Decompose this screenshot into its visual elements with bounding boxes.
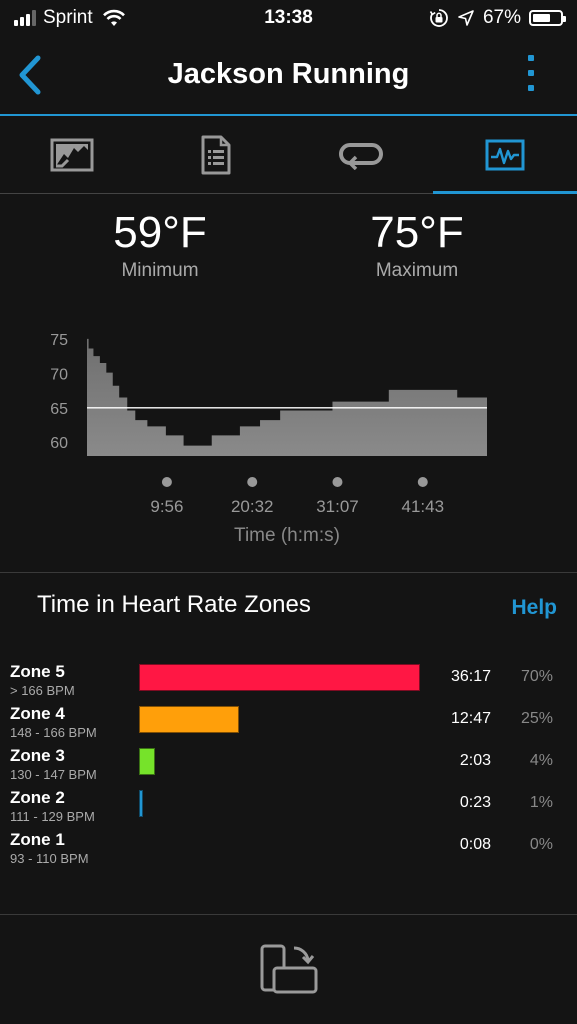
zone-bar xyxy=(139,706,239,733)
zone-bpm-range: > 166 BPM xyxy=(10,683,75,698)
min-temperature-label: Minimum xyxy=(121,260,199,281)
status-right: 67% xyxy=(429,7,566,29)
x-tick-dot xyxy=(332,477,343,487)
x-tick-dot xyxy=(247,477,258,487)
zone-percent: 1% xyxy=(529,794,553,811)
activity-chart-icon xyxy=(485,139,525,170)
repeat-laps-icon xyxy=(338,142,383,170)
y-tick-label: 75 xyxy=(50,332,68,349)
zone-name: Zone 3 xyxy=(10,746,65,765)
temperature-minimum: 59°F Minimum xyxy=(60,208,260,282)
zone-bpm-range: 130 - 147 BPM xyxy=(10,767,97,782)
zone-name: Zone 4 xyxy=(10,704,65,723)
temperature-chart: 75 70 65 60 9:56 20:32 31:07 41:43 Time (h:m:s) xyxy=(50,332,487,546)
zone-row: Zone 5 > 166 BPM 36:17 70% xyxy=(0,662,577,704)
zone-time: 0:08 xyxy=(459,836,491,853)
zone-row: Zone 3 130 - 147 BPM 2:03 4% xyxy=(0,746,577,788)
zone-time: 36:17 xyxy=(450,668,491,685)
tab-charts[interactable] xyxy=(432,116,577,194)
x-tick-dot xyxy=(417,477,428,487)
x-tick-label: 31:07 xyxy=(316,497,359,516)
x-tick-label: 20:32 xyxy=(231,497,274,516)
zone-time: 2:03 xyxy=(459,752,491,769)
zone-percent: 70% xyxy=(520,668,553,685)
tab-details[interactable] xyxy=(144,116,288,193)
status-bar: Sprint 13:38 67% xyxy=(0,0,577,38)
battery-icon xyxy=(529,10,566,26)
location-arrow-icon xyxy=(458,10,474,26)
battery-percent: 67% xyxy=(482,7,521,28)
nav-bar: Jackson Running xyxy=(0,38,577,116)
rotate-device-icon[interactable] xyxy=(258,942,320,998)
y-tick-label: 70 xyxy=(50,366,68,383)
y-tick-label: 65 xyxy=(50,401,68,418)
document-list-icon xyxy=(201,135,231,174)
y-tick-label: 60 xyxy=(50,435,68,452)
heart-rate-zones-title: Time in Heart Rate Zones xyxy=(37,591,311,618)
tab-laps[interactable] xyxy=(289,116,433,193)
max-temperature-value: 75°F xyxy=(370,208,464,257)
zone-row: Zone 1 93 - 110 BPM 0:08 0% xyxy=(0,830,577,872)
orientation-lock-icon xyxy=(429,9,448,27)
wifi-icon xyxy=(102,9,125,26)
x-axis-label: Time (h:m:s) xyxy=(234,525,340,546)
zone-name: Zone 5 xyxy=(10,662,65,681)
zone-name: Zone 2 xyxy=(10,788,65,807)
tab-bar xyxy=(0,116,577,194)
section-divider xyxy=(0,914,577,915)
temperature-area-series xyxy=(87,338,487,456)
status-left: Sprint xyxy=(14,7,126,29)
zone-bpm-range: 93 - 110 BPM xyxy=(10,851,89,866)
more-options-icon[interactable] xyxy=(525,55,537,97)
zone-bar xyxy=(139,664,420,691)
zone-percent: 4% xyxy=(529,752,553,769)
signal-strength-icon xyxy=(14,10,36,26)
back-chevron-icon[interactable] xyxy=(12,52,48,98)
max-temperature-label: Maximum xyxy=(375,260,459,281)
zone-bar xyxy=(139,748,155,775)
zone-row: Zone 4 148 - 166 BPM 12:47 25% xyxy=(0,704,577,746)
temperature-maximum: 75°F Maximum xyxy=(317,208,517,282)
x-tick-label: 9:56 xyxy=(150,497,183,516)
min-temperature-value: 59°F xyxy=(113,208,207,257)
map-icon xyxy=(50,138,94,171)
zone-bpm-range: 148 - 166 BPM xyxy=(10,725,97,740)
zone-time: 0:23 xyxy=(459,794,491,811)
tab-map[interactable] xyxy=(0,116,144,193)
zone-row: Zone 2 111 - 129 BPM 0:23 1% xyxy=(0,788,577,830)
zone-bar xyxy=(139,790,143,817)
zone-time: 12:47 xyxy=(450,710,491,727)
zone-percent: 25% xyxy=(520,710,553,727)
x-tick-dot xyxy=(161,477,172,487)
zone-bpm-range: 111 - 129 BPM xyxy=(10,809,95,824)
zone-name: Zone 1 xyxy=(10,830,65,849)
help-link[interactable]: Help xyxy=(511,596,557,619)
x-tick-label: 41:43 xyxy=(402,497,445,516)
temperature-summary: 59°F Minimum 75°F Maximum xyxy=(0,194,577,294)
section-divider xyxy=(0,572,577,573)
page-title: Jackson Running xyxy=(167,58,410,90)
carrier-name: Sprint xyxy=(43,7,93,28)
zone-percent: 0% xyxy=(529,836,553,853)
